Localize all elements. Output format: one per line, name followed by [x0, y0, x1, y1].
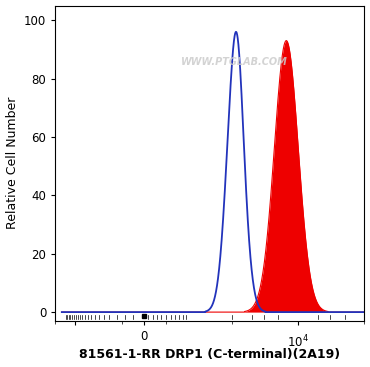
Text: WWW.PTGLAB.COM: WWW.PTGLAB.COM: [181, 57, 288, 67]
Y-axis label: Relative Cell Number: Relative Cell Number: [6, 97, 18, 229]
Text: $10^4$: $10^4$: [287, 334, 309, 350]
X-axis label: 81561-1-RR DRP1 (C-terminal)(2A19): 81561-1-RR DRP1 (C-terminal)(2A19): [79, 348, 340, 361]
